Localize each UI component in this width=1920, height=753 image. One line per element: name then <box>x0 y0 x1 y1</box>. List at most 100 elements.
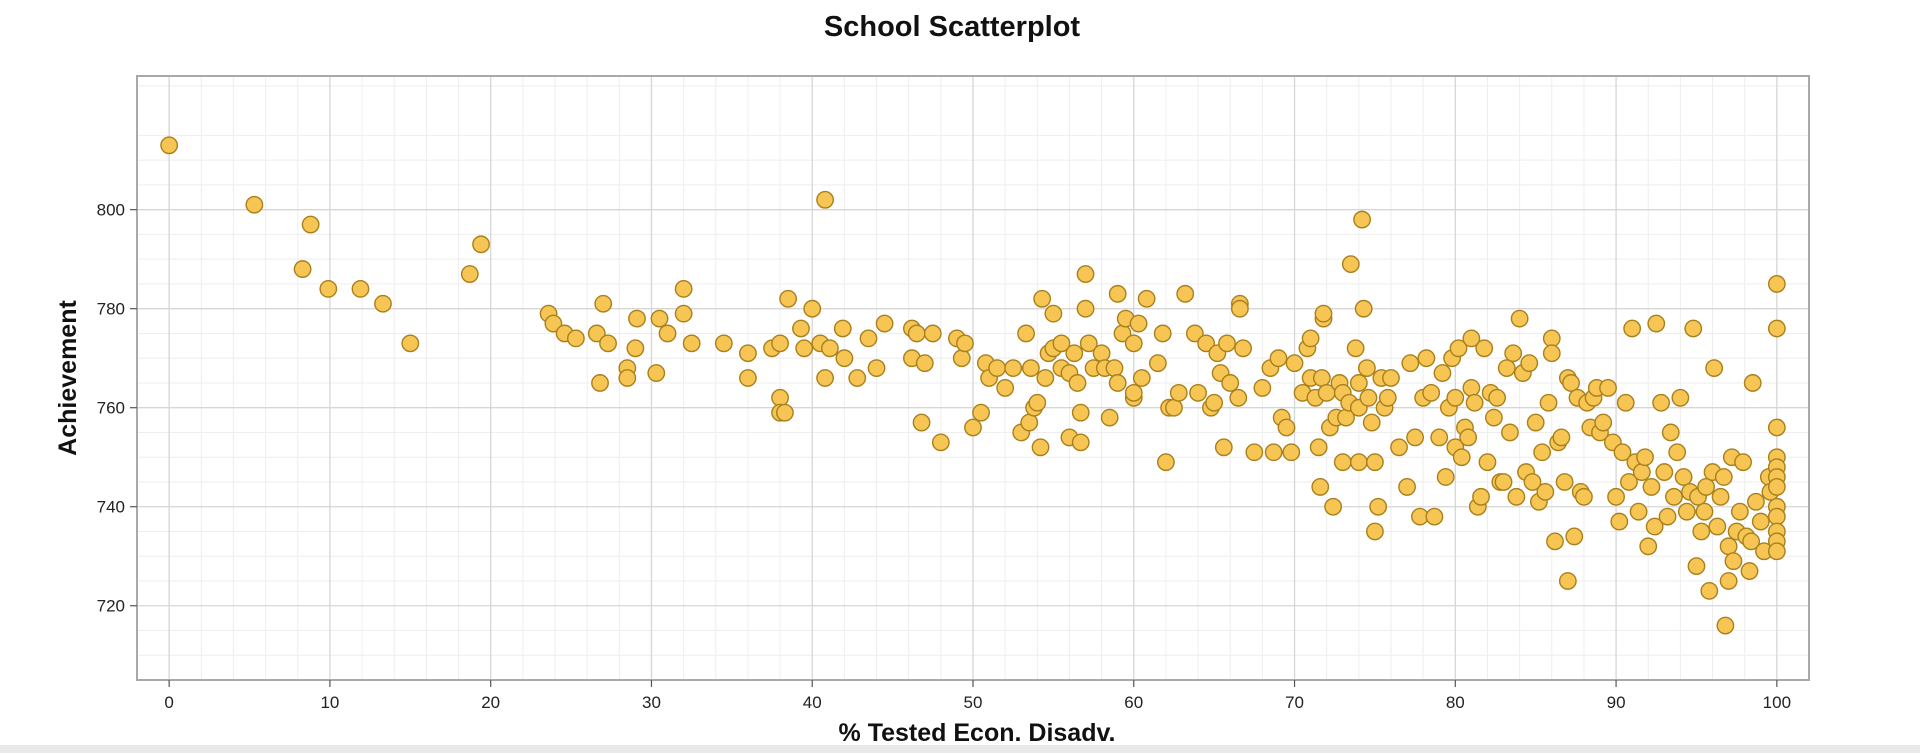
data-point <box>1065 344 1084 363</box>
data-point <box>1124 334 1143 353</box>
data-point <box>771 334 789 353</box>
data-points <box>160 136 1786 635</box>
data-point <box>1705 359 1724 377</box>
data-point <box>1197 334 1216 353</box>
data-point <box>658 324 677 343</box>
data-point <box>1697 478 1716 496</box>
data-point <box>1422 383 1441 402</box>
data-point <box>1692 522 1711 541</box>
data-point <box>1079 334 1098 353</box>
data-point <box>1436 468 1455 486</box>
data-point <box>1674 468 1693 486</box>
data-point <box>1665 487 1683 506</box>
data-point <box>1071 433 1090 452</box>
data-point <box>618 369 637 387</box>
data-point <box>1465 393 1484 412</box>
data-point <box>1539 393 1558 412</box>
data-point <box>1645 517 1664 536</box>
data-point <box>792 319 810 338</box>
data-point <box>628 309 646 328</box>
data-point <box>1652 393 1670 412</box>
data-point <box>771 388 789 407</box>
data-point <box>374 294 392 313</box>
data-point <box>1378 388 1397 407</box>
data-point <box>1092 344 1111 363</box>
data-point <box>1282 443 1301 462</box>
data-point <box>1234 339 1252 358</box>
data-point <box>674 279 693 298</box>
data-point <box>301 215 320 234</box>
data-point <box>915 354 934 373</box>
data-point <box>956 334 974 353</box>
data-point <box>1285 354 1304 373</box>
data-point <box>1362 413 1381 432</box>
data-point <box>1108 374 1127 392</box>
data-point <box>293 260 312 278</box>
data-point <box>1311 478 1330 496</box>
data-point <box>1353 210 1371 229</box>
data-point <box>1264 443 1283 462</box>
data-point <box>1205 393 1224 412</box>
data-point <box>1478 453 1497 472</box>
data-point <box>245 195 264 214</box>
data-point <box>1642 478 1661 496</box>
data-point <box>1124 383 1143 402</box>
data-point <box>1021 359 1040 377</box>
data-point <box>912 413 931 432</box>
x-tick-label: 80 <box>1446 693 1465 712</box>
data-point <box>1398 478 1416 496</box>
data-point <box>1724 552 1743 571</box>
data-point <box>1684 319 1703 338</box>
data-point <box>1366 453 1384 472</box>
data-point <box>591 374 609 392</box>
data-point <box>1719 537 1738 556</box>
x-axis-label: % Tested Econ. Disadv. <box>839 719 1116 747</box>
data-point <box>544 314 563 333</box>
data-point <box>835 349 854 368</box>
data-point <box>1501 423 1519 442</box>
x-axis: 0 10 20 30 40 50 60 70 80 90 100 <box>164 680 1791 712</box>
data-point <box>1767 507 1786 526</box>
data-point <box>594 294 613 313</box>
data-point <box>1639 537 1658 556</box>
data-point <box>1132 369 1151 387</box>
data-point <box>1312 369 1331 387</box>
y-tick-label: 780 <box>97 300 125 319</box>
data-point <box>1546 532 1564 551</box>
data-point <box>1333 453 1352 472</box>
data-point <box>1526 413 1545 432</box>
x-tick-label: 20 <box>481 693 500 712</box>
data-point <box>319 279 338 298</box>
data-point <box>833 319 852 338</box>
data-point <box>1677 502 1696 521</box>
chart-title: School Scatterplot <box>824 11 1081 43</box>
data-point <box>1105 359 1124 377</box>
data-point <box>1730 502 1749 521</box>
data-point <box>848 369 867 387</box>
data-point <box>1565 527 1584 546</box>
x-tick-label: 70 <box>1285 693 1304 712</box>
data-point <box>1632 463 1651 481</box>
data-point <box>1253 379 1272 397</box>
data-point <box>816 369 834 387</box>
data-point <box>1767 542 1786 561</box>
data-point <box>1711 487 1730 506</box>
y-tick-label: 760 <box>97 399 125 418</box>
data-point <box>1036 369 1055 387</box>
y-axis-label: Achievement <box>54 300 82 456</box>
data-point <box>1218 334 1236 353</box>
y-tick-label: 800 <box>97 201 125 220</box>
data-point <box>1610 512 1629 531</box>
data-point <box>1229 388 1248 407</box>
data-point <box>401 334 420 353</box>
major-gridlines <box>137 76 1809 680</box>
data-point <box>1504 344 1523 363</box>
data-point <box>1269 349 1288 368</box>
x-tick-label: 0 <box>164 693 173 712</box>
y-tick-label: 720 <box>97 597 125 616</box>
data-point <box>1148 354 1167 373</box>
data-point <box>1349 453 1368 472</box>
data-point <box>1245 443 1264 462</box>
data-point <box>1494 473 1513 491</box>
